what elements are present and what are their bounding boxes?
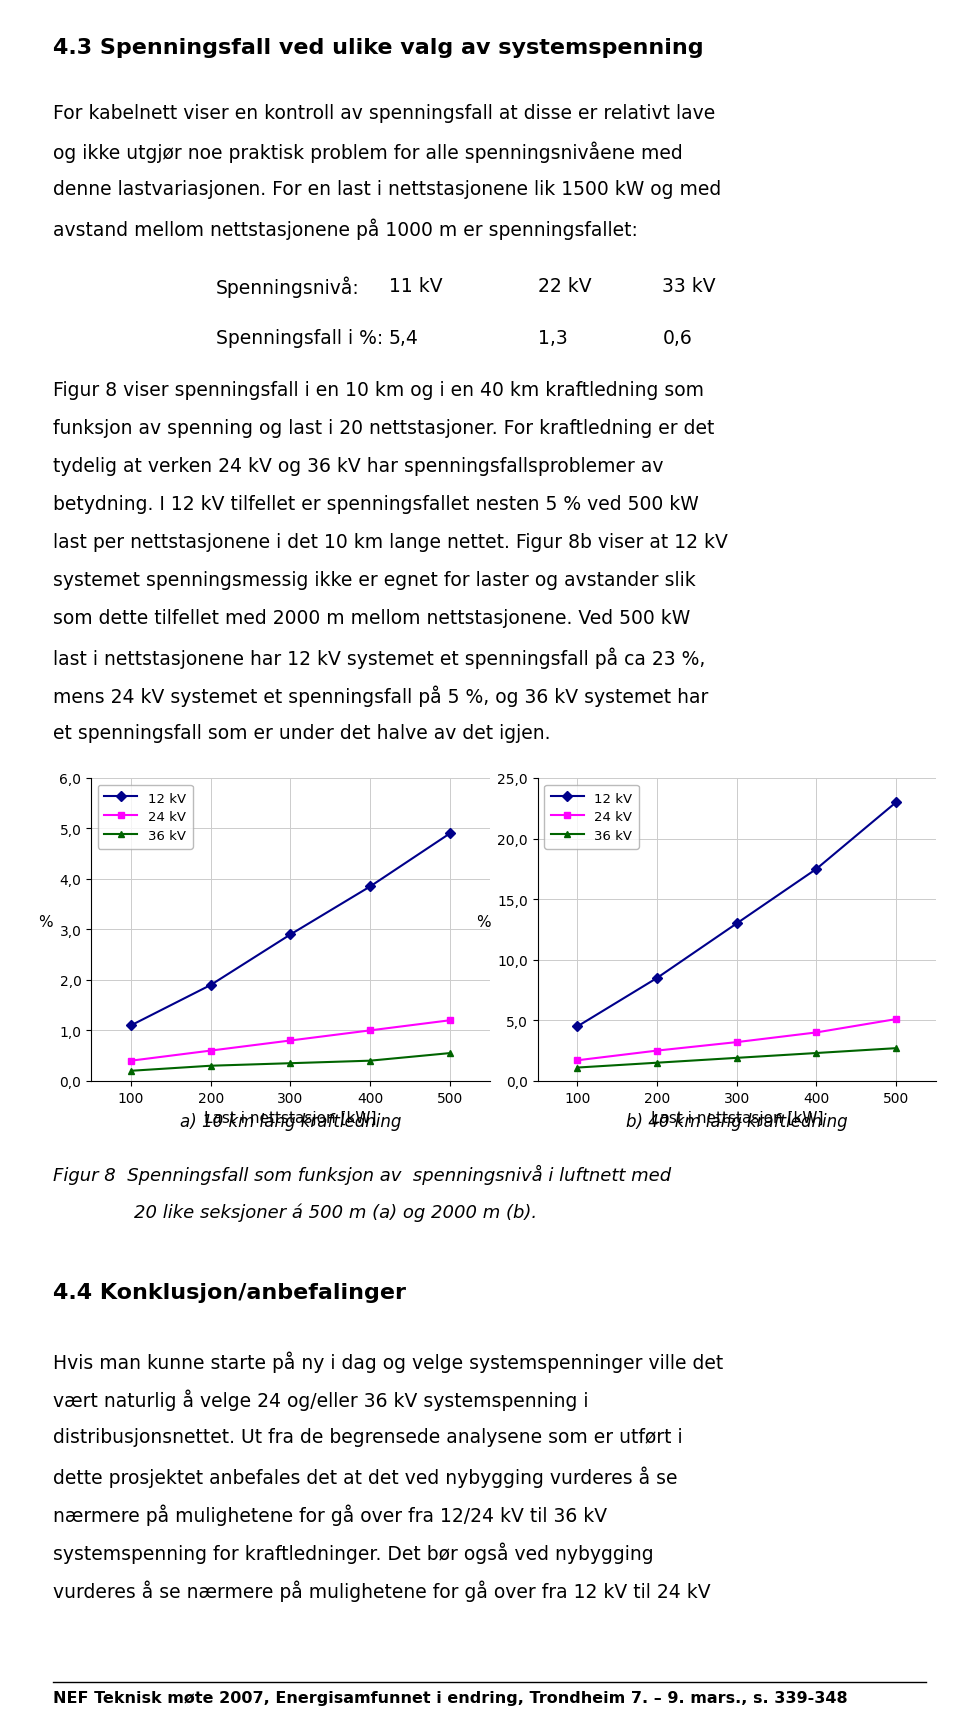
36 kV: [365, 1050, 376, 1071]
Text: Spenningsfall i %:: Spenningsfall i %:: [216, 329, 383, 348]
36 kV: [810, 1043, 822, 1064]
Text: Hvis man kunne starte på ny i dag og velge systemspenninger ville det: Hvis man kunne starte på ny i dag og vel…: [53, 1351, 723, 1372]
24 kV: [125, 1050, 137, 1071]
Text: som dette tilfellet med 2000 m mellom nettstasjonene. Ved 500 kW: som dette tilfellet med 2000 m mellom ne…: [53, 609, 690, 628]
Text: For kabelnett viser en kontroll av spenningsfall at disse er relativt lave: For kabelnett viser en kontroll av spenn…: [53, 104, 715, 123]
12 kV: [651, 969, 662, 990]
Text: tydelig at verken 24 kV og 36 kV har spenningsfallsproblemer av: tydelig at verken 24 kV og 36 kV har spe…: [53, 457, 663, 476]
36 kV: [891, 1038, 902, 1059]
Text: 0,6: 0,6: [662, 329, 692, 348]
24 kV: [810, 1022, 822, 1043]
Text: last per nettstasjonene i det 10 km lange nettet. Figur 8b viser at 12 kV: last per nettstasjonene i det 10 km lang…: [53, 533, 728, 552]
Text: a) 10 km lang kraftledning: a) 10 km lang kraftledning: [180, 1112, 401, 1130]
24 kV: [732, 1033, 743, 1054]
24 kV: [285, 1031, 297, 1052]
12 kV: [572, 1017, 584, 1038]
Line: 12 kV: 12 kV: [574, 799, 900, 1031]
Legend: 12 kV, 24 kV, 36 kV: 12 kV, 24 kV, 36 kV: [544, 785, 639, 849]
12 kV: [285, 924, 297, 945]
Text: 20 like seksjoner á 500 m (a) og 2000 m (b).: 20 like seksjoner á 500 m (a) og 2000 m …: [134, 1202, 538, 1221]
12 kV: [810, 860, 822, 881]
Line: 12 kV: 12 kV: [128, 830, 453, 1029]
Text: funksjon av spenning og last i 20 nettstasjoner. For kraftledning er det: funksjon av spenning og last i 20 nettst…: [53, 419, 714, 438]
12 kV: [205, 976, 217, 996]
Line: 24 kV: 24 kV: [574, 1016, 900, 1064]
12 kV: [444, 823, 456, 844]
Line: 36 kV: 36 kV: [574, 1045, 900, 1071]
Text: avstand mellom nettstasjonene på 1000 m er spenningsfallet:: avstand mellom nettstasjonene på 1000 m …: [53, 218, 637, 239]
Text: mens 24 kV systemet et spenningsfall på 5 %, og 36 kV systemet har: mens 24 kV systemet et spenningsfall på …: [53, 685, 708, 706]
36 kV: [444, 1043, 456, 1064]
12 kV: [891, 792, 902, 813]
Text: vært naturlig å velge 24 og/eller 36 kV systemspenning i: vært naturlig å velge 24 og/eller 36 kV …: [53, 1389, 588, 1410]
Text: 5,4: 5,4: [389, 329, 419, 348]
Text: last i nettstasjonene har 12 kV systemet et spenningsfall på ca 23 %,: last i nettstasjonene har 12 kV systemet…: [53, 647, 706, 668]
Text: 22 kV: 22 kV: [538, 277, 591, 296]
24 kV: [444, 1010, 456, 1031]
Legend: 12 kV, 24 kV, 36 kV: 12 kV, 24 kV, 36 kV: [98, 785, 193, 849]
Text: 1,3: 1,3: [538, 329, 567, 348]
36 kV: [125, 1060, 137, 1081]
24 kV: [205, 1041, 217, 1062]
24 kV: [365, 1021, 376, 1041]
Y-axis label: %: %: [476, 915, 491, 931]
36 kV: [732, 1048, 743, 1069]
Text: 4.3 Spenningsfall ved ulike valg av systemspenning: 4.3 Spenningsfall ved ulike valg av syst…: [53, 38, 704, 59]
Y-axis label: %: %: [38, 915, 53, 931]
Line: 24 kV: 24 kV: [128, 1017, 453, 1064]
Text: betydning. I 12 kV tilfellet er spenningsfallet nesten 5 % ved 500 kW: betydning. I 12 kV tilfellet er spenning…: [53, 495, 699, 514]
36 kV: [205, 1055, 217, 1076]
24 kV: [572, 1050, 584, 1071]
36 kV: [285, 1054, 297, 1074]
X-axis label: Last i nettstasjon [kW]: Last i nettstasjon [kW]: [204, 1111, 376, 1126]
Text: dette prosjektet anbefales det at det ved nybygging vurderes å se: dette prosjektet anbefales det at det ve…: [53, 1465, 678, 1486]
Text: nærmere på mulighetene for gå over fra 12/24 kV til 36 kV: nærmere på mulighetene for gå over fra 1…: [53, 1503, 607, 1524]
X-axis label: Last i nettstasjon [kW]: Last i nettstasjon [kW]: [651, 1111, 823, 1126]
12 kV: [125, 1016, 137, 1036]
Text: 4.4 Konklusjon/anbefalinger: 4.4 Konklusjon/anbefalinger: [53, 1282, 406, 1303]
Text: 11 kV: 11 kV: [389, 277, 443, 296]
24 kV: [891, 1009, 902, 1029]
36 kV: [572, 1057, 584, 1078]
Text: NEF Teknisk møte 2007, Energisamfunnet i endring, Trondheim 7. – 9. mars., s. 33: NEF Teknisk møte 2007, Energisamfunnet i…: [53, 1690, 848, 1706]
Text: distribusjonsnettet. Ut fra de begrensede analysene som er utført i: distribusjonsnettet. Ut fra de begrensed…: [53, 1427, 683, 1446]
Text: denne lastvariasjonen. For en last i nettstasjonene lik 1500 kW og med: denne lastvariasjonen. For en last i net…: [53, 180, 721, 199]
Text: systemet spenningsmessig ikke er egnet for laster og avstander slik: systemet spenningsmessig ikke er egnet f…: [53, 571, 696, 590]
Text: vurderes å se nærmere på mulighetene for gå over fra 12 kV til 24 kV: vurderes å se nærmere på mulighetene for…: [53, 1579, 710, 1600]
Text: og ikke utgjør noe praktisk problem for alle spenningsnivåene med: og ikke utgjør noe praktisk problem for …: [53, 142, 683, 163]
Text: 33 kV: 33 kV: [662, 277, 716, 296]
Line: 36 kV: 36 kV: [128, 1050, 453, 1074]
24 kV: [651, 1041, 662, 1062]
Text: systemspenning for kraftledninger. Det bør også ved nybygging: systemspenning for kraftledninger. Det b…: [53, 1541, 654, 1562]
Text: Spenningsnivå:: Spenningsnivå:: [216, 277, 360, 298]
Text: b) 40 km lang kraftledning: b) 40 km lang kraftledning: [626, 1112, 848, 1130]
12 kV: [732, 913, 743, 934]
Text: Figur 8 viser spenningsfall i en 10 km og i en 40 km kraftledning som: Figur 8 viser spenningsfall i en 10 km o…: [53, 381, 704, 400]
Text: Figur 8  Spenningsfall som funksjon av  spenningsnivå i luftnett med: Figur 8 Spenningsfall som funksjon av sp…: [53, 1164, 671, 1185]
Text: et spenningsfall som er under det halve av det igjen.: et spenningsfall som er under det halve …: [53, 723, 550, 742]
12 kV: [365, 877, 376, 898]
36 kV: [651, 1054, 662, 1074]
